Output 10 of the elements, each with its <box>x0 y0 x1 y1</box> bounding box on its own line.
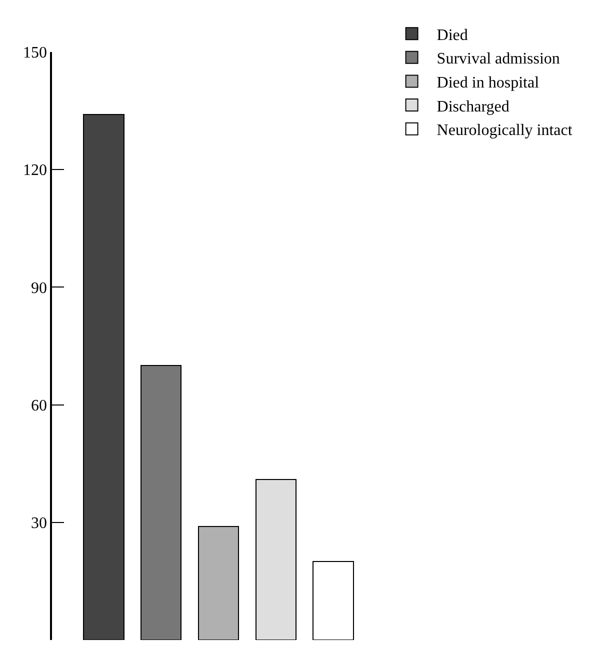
y-tick-label: 30 <box>31 515 48 532</box>
legend-label: Discharged <box>436 98 510 116</box>
y-tick-label: 120 <box>23 162 48 180</box>
y-tick-label: 150 <box>23 44 48 62</box>
y-tick-label: 90 <box>31 280 48 297</box>
legend-label: Died <box>436 26 468 44</box>
legend-label: Survival admission <box>436 50 560 68</box>
y-tick-label: 60 <box>31 397 48 414</box>
legend-label: Died in hospital <box>436 74 540 92</box>
legend-label: Neurologically intact <box>436 122 573 140</box>
